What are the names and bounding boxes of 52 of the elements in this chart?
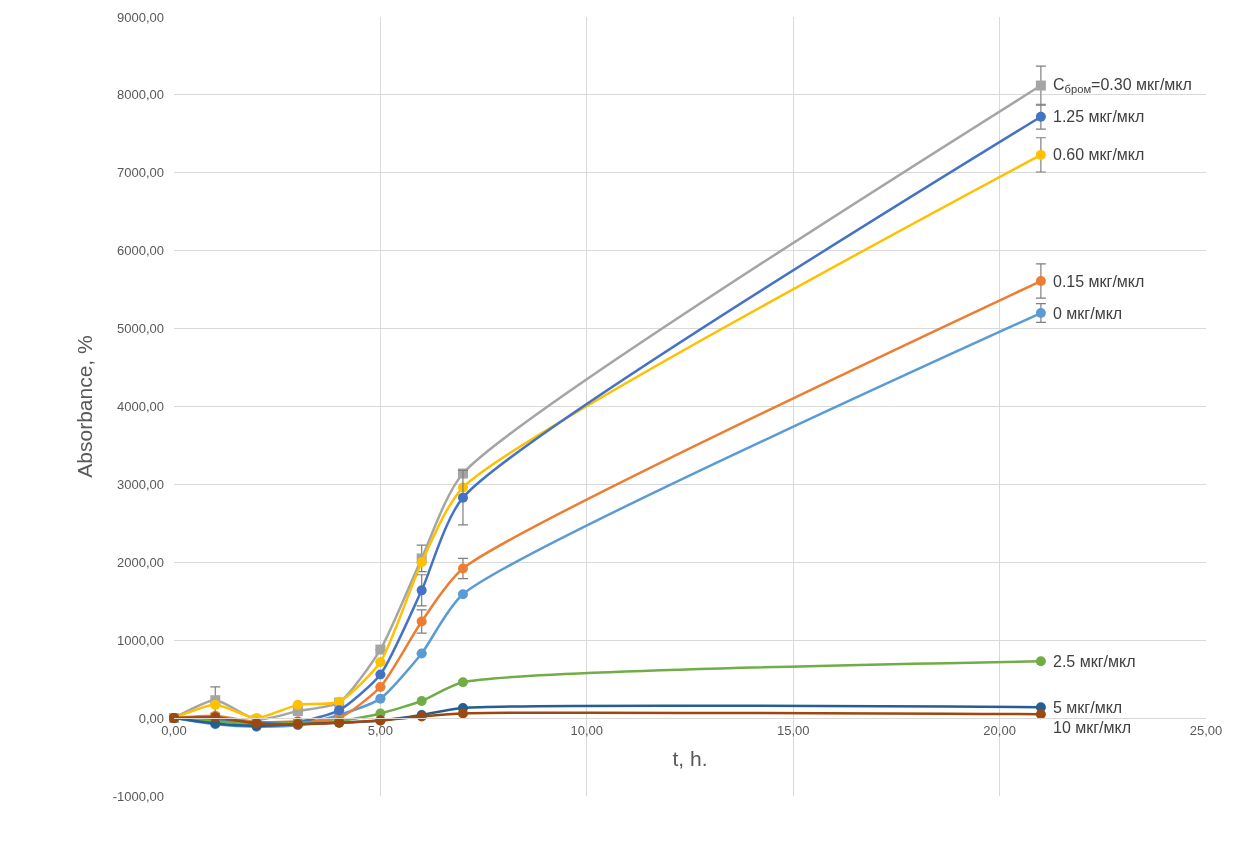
point <box>1035 709 1046 720</box>
y-tick-label: 1000,00 <box>117 632 164 648</box>
point <box>375 669 386 680</box>
point <box>375 693 386 704</box>
x-tick-label: 5,00 <box>367 722 394 738</box>
series-label: C$_{бром}$=0.30 мкг/мкл <box>1053 76 1192 96</box>
point <box>1035 80 1046 91</box>
point <box>457 708 468 719</box>
point <box>457 677 468 688</box>
point <box>1035 111 1046 122</box>
y-tick-label: -1000,00 <box>112 788 164 804</box>
x-tick-label: 15,00 <box>776 722 810 738</box>
series-label: 1.25 мкг/мкл <box>1053 108 1145 125</box>
point <box>1035 276 1046 287</box>
point <box>292 699 303 710</box>
point <box>416 557 427 568</box>
series-label: 2.5 мкг/мкл <box>1053 653 1136 670</box>
point <box>375 657 386 668</box>
series-label: 0.15 мкг/мкл <box>1053 273 1145 290</box>
y-tick-label: 6000,00 <box>117 243 164 259</box>
point <box>210 699 221 710</box>
series-label: 0 мкг/мкл <box>1053 305 1123 322</box>
series-label: 0.60 мкг/мкл <box>1053 146 1145 163</box>
y-tick-label: 5000,00 <box>117 321 164 337</box>
point <box>457 492 468 503</box>
y-tick-label: 8000,00 <box>117 87 164 103</box>
point <box>457 589 468 600</box>
y-axis-title: Absorbance, % <box>72 335 96 478</box>
x-tick-label: 10,00 <box>570 722 604 738</box>
point <box>375 644 386 655</box>
point <box>334 705 345 716</box>
x-tick-label: 0,00 <box>161 722 187 738</box>
point <box>457 563 468 574</box>
point <box>1035 656 1046 667</box>
y-tick-label: 7000,00 <box>117 165 164 181</box>
x-tick-label: 25,00 <box>1189 722 1223 738</box>
y-tick-label: 9000,00 <box>117 9 164 25</box>
point <box>1035 149 1046 160</box>
point <box>416 648 427 659</box>
point <box>375 681 386 692</box>
series-label: 10 мкг/мкл <box>1053 719 1132 736</box>
y-tick-label: 2000,00 <box>117 554 164 570</box>
x-tick-label: 20,00 <box>983 722 1016 738</box>
point <box>1035 308 1046 319</box>
y-tick-label: 4000,00 <box>117 399 164 415</box>
point <box>416 616 427 627</box>
point <box>416 585 427 596</box>
y-tick-label: 3000,00 <box>117 476 164 492</box>
point <box>416 695 427 706</box>
x-axis-title: t, h. <box>672 746 708 770</box>
series-label: 5 мкг/мкл <box>1053 699 1123 716</box>
y-tick-label: 0,00 <box>138 710 164 726</box>
